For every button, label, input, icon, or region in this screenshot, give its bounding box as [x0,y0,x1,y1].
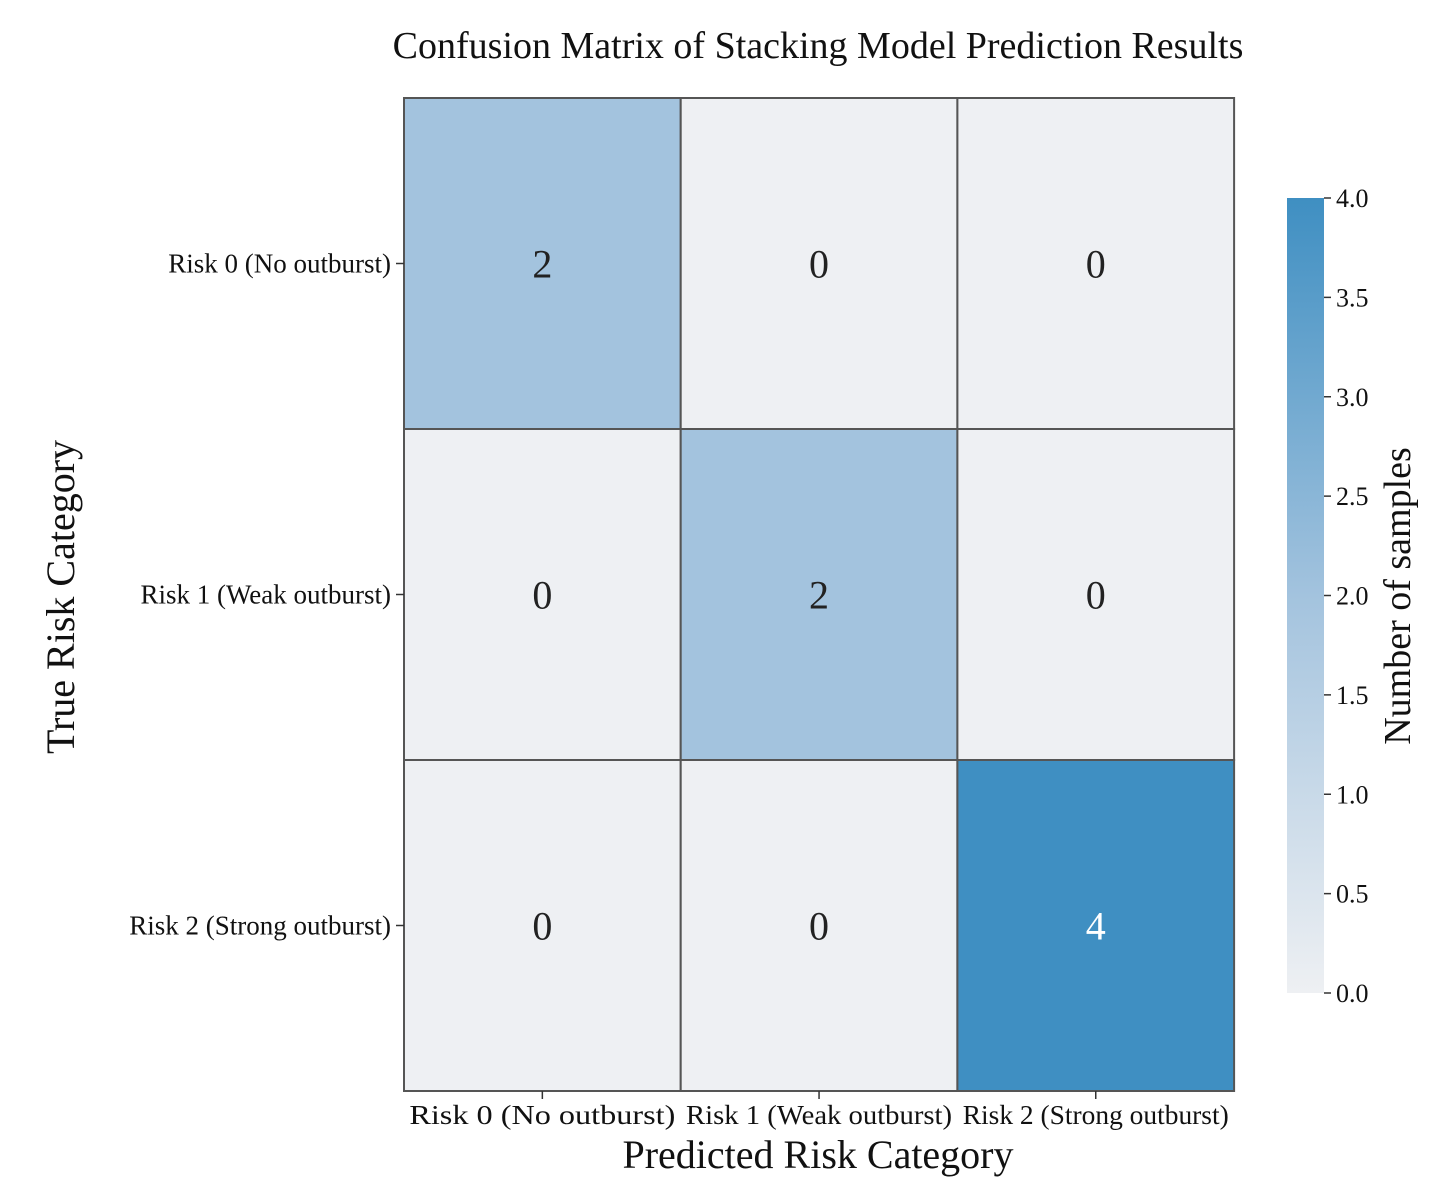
colorbar-tick-label: 3.0 [1336,383,1369,412]
heatmap-cell [956,428,1236,761]
cell-value-label: 0 [809,904,829,949]
colorbar-tick-label: 0.0 [1336,979,1369,1008]
colorbar-tick-label: 1.5 [1336,681,1369,710]
cell-value-label: 0 [1086,242,1106,287]
heatmap-cell [403,97,682,430]
colorbar-tick-label: 4.0 [1336,184,1369,213]
colorbar-tick-label: 2.0 [1336,582,1369,611]
colorbar-tick-label: 2.5 [1336,482,1369,511]
colorbar [1287,198,1324,993]
x-tick-label: Risk 0 (No outburst) [409,1100,675,1130]
heatmap-cell [679,759,959,1092]
y-tick-label: Risk 0 (No outburst) [168,249,391,279]
y-tick-label: Risk 2 (Strong outburst) [129,911,391,941]
y-axis-label: True Risk Category [38,440,83,754]
x-tick-label: Risk 2 (Strong outburst) [963,1100,1229,1130]
colorbar-label: Number of samples [1377,447,1419,745]
cell-value-label: 2 [532,242,552,287]
colorbar-tick-label: 3.5 [1336,283,1369,312]
cell-value-label: 0 [532,904,552,949]
colorbar-ticks: 0.0 0.5 1.0 1.5 2.0 2.5 3.0 3.5 4.0 [1324,184,1369,1008]
heatmap-cell [403,759,682,1092]
colorbar-tick-label: 1.0 [1336,780,1369,809]
colorbar-tick-label: 0.5 [1336,880,1369,909]
chart-title: Confusion Matrix of Stacking Model Predi… [393,25,1244,67]
y-tick-labels: Risk 0 (No outburst) Risk 1 (Weak outburs… [129,249,404,941]
cell-value-label: 4 [1086,904,1106,949]
heatmap-cell [403,428,682,761]
heatmap-cell [679,428,959,761]
heatmap-cell [679,97,959,430]
cell-value-label: 0 [532,573,552,618]
heatmap-cells: 2 0 0 0 2 0 0 0 4 [403,97,1236,1092]
x-tick-labels: Risk 0 (No outburst) Risk 1 (Weak outburs… [409,1091,1229,1130]
cell-value-label: 0 [1086,573,1106,618]
heatmap-cell [956,97,1236,430]
cell-value-label: 0 [809,242,829,287]
cell-value-label: 2 [809,573,829,618]
x-tick-label: Risk 1 (Weak outburst) [686,1100,952,1130]
y-tick-label: Risk 1 (Weak outburst) [140,580,391,610]
x-axis-label: Predicted Risk Category [622,1132,1013,1177]
